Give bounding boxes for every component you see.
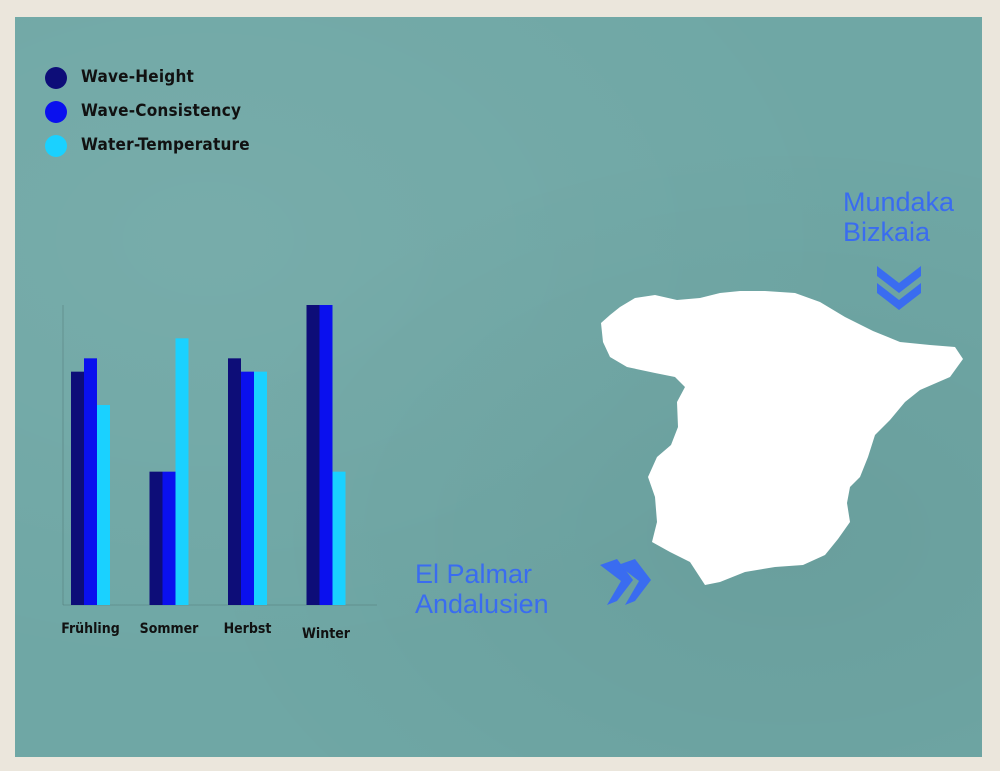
legend-label-wave-consistency: Wave-Consistency [81, 101, 242, 121]
bar-wave-height-0 [71, 371, 84, 605]
bar-water-temperature-0 [97, 405, 110, 605]
bar-water-temperature-1 [175, 338, 189, 605]
legend-label-wave-height: Wave-Height [81, 67, 195, 87]
category-label-3: Winter [302, 626, 351, 642]
chevron-upper [877, 266, 921, 293]
bar-wave-height-1 [149, 471, 163, 605]
spain-land-shape [601, 291, 963, 585]
double-chevron-right-icon [600, 559, 651, 605]
category-label-1: Sommer [140, 621, 200, 637]
legend-label-water-temperature: Water-Temperature [81, 135, 250, 155]
bar-wave-consistency-1 [162, 471, 176, 605]
place-name-mundaka: Mundaka [843, 187, 955, 217]
place-region-bizkaia: Bizkaia [843, 217, 931, 247]
category-label-0: Frühling [61, 621, 119, 637]
bar-wave-consistency-2 [241, 371, 254, 605]
chevron-lower [877, 283, 921, 310]
legend-dot-wave-height [45, 67, 67, 89]
chevron-right [618, 559, 651, 605]
bar-wave-height-2 [228, 358, 241, 605]
legend-dot-water-temperature [45, 135, 67, 157]
place-label-el-palmar: El Palmar Andalusien [415, 559, 549, 619]
spain-map [600, 266, 963, 605]
place-name-el-palmar: El Palmar [415, 559, 533, 589]
chevron-left [600, 559, 633, 605]
place-label-mundaka: Mundaka Bizkaia [843, 187, 954, 247]
bar-wave-height-3 [306, 305, 320, 605]
double-chevron-down-icon [877, 266, 921, 310]
bar-water-temperature-3 [332, 471, 346, 605]
bar-chart: Frühling Sommer Herbst Winter [61, 305, 377, 642]
poster: Wave-Height Wave-Consistency Water-Tempe… [15, 17, 982, 757]
bar-wave-consistency-0 [84, 358, 97, 605]
bar-water-temperature-2 [254, 371, 267, 605]
category-label-2: Herbst [224, 621, 272, 637]
legend-dot-wave-consistency [45, 101, 67, 123]
bar-wave-consistency-3 [319, 305, 333, 605]
place-region-andalusien: Andalusien [415, 589, 549, 619]
